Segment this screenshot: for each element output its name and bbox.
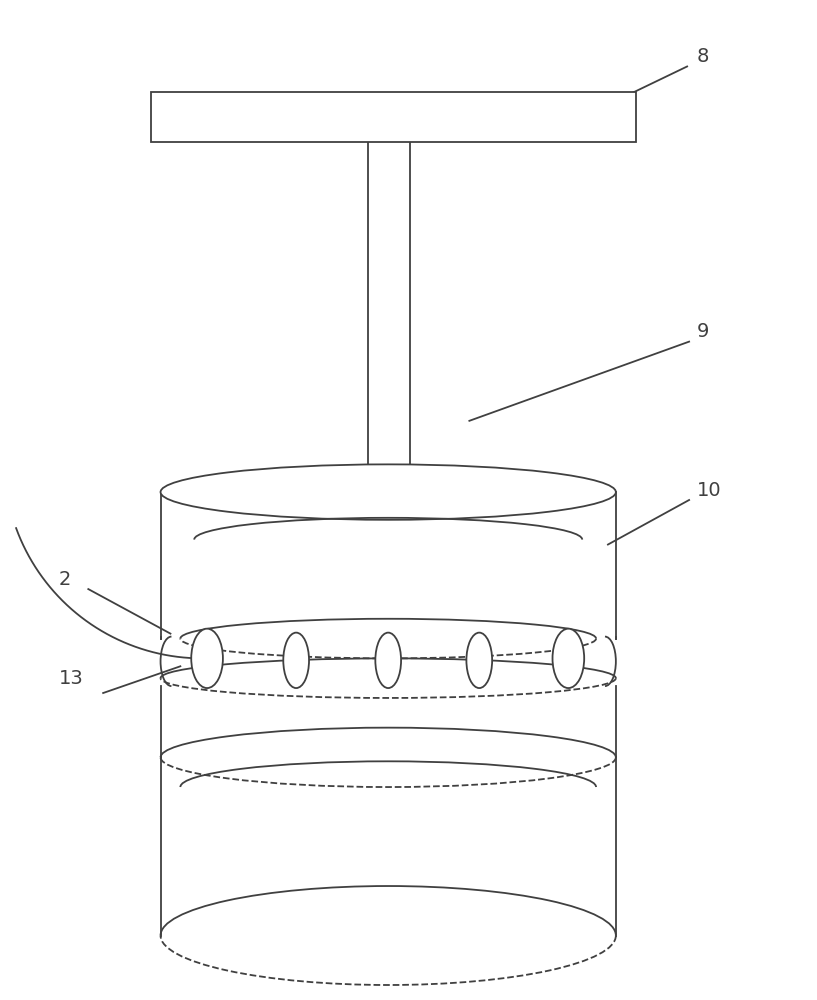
Text: 9: 9 [697, 322, 709, 341]
Text: 8: 8 [697, 47, 709, 66]
Ellipse shape [191, 629, 223, 688]
Ellipse shape [467, 633, 492, 688]
Ellipse shape [375, 633, 401, 688]
Text: 13: 13 [59, 669, 83, 688]
Ellipse shape [161, 464, 616, 520]
Ellipse shape [283, 633, 309, 688]
Bar [150, 92, 636, 142]
Text: 2: 2 [59, 570, 71, 589]
Ellipse shape [552, 629, 584, 688]
Text: 10: 10 [697, 481, 721, 500]
